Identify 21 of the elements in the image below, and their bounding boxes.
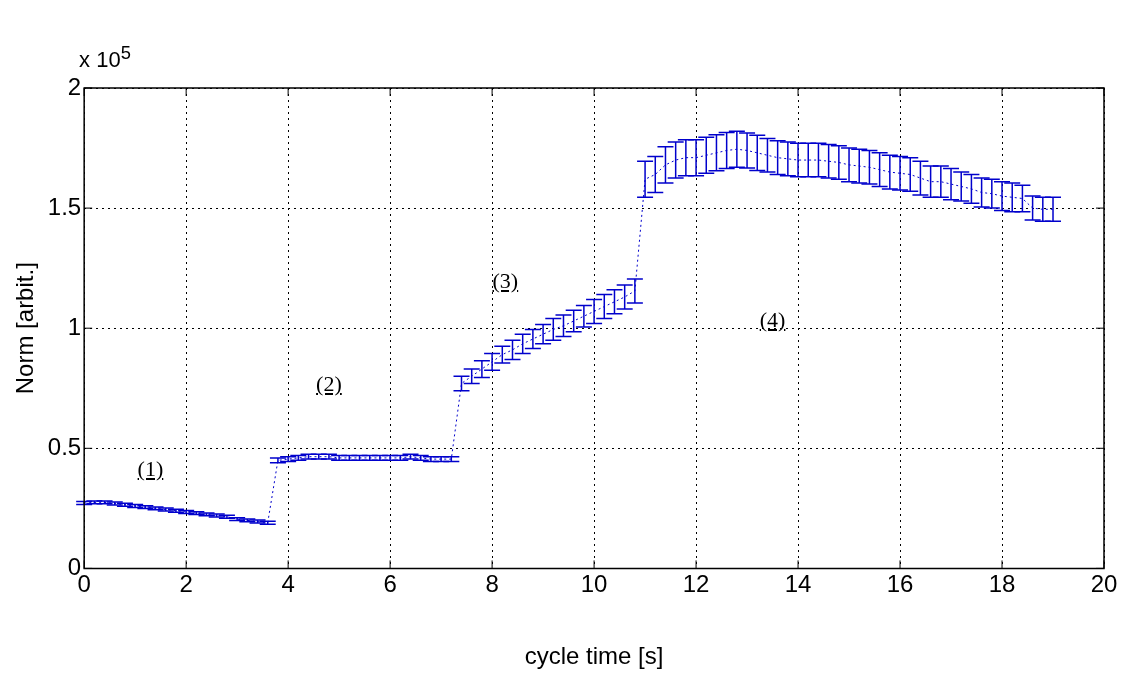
x-tick-label: 20 — [1090, 570, 1118, 598]
annotation: (1) — [137, 455, 164, 482]
x-tick-label: 10 — [580, 570, 608, 598]
y-tick-label: 0.5 — [47, 432, 82, 460]
annotation: (2) — [316, 371, 342, 398]
y-tick-label: 1.5 — [47, 192, 82, 220]
text: x 10$^{5}$ — [79, 40, 131, 74]
annotation: (3) — [492, 268, 519, 295]
x-tick-label: 18 — [988, 570, 1016, 598]
x-tick-label: 2 — [179, 570, 193, 598]
x-tick-label: 14 — [784, 570, 812, 598]
y-tick-label: 2 — [67, 72, 82, 100]
x-tick-label: 16 — [886, 570, 914, 598]
annotation: (4) — [759, 306, 786, 333]
x-tick-label: 6 — [383, 570, 397, 598]
x-axis-title: cycle time [s] — [524, 642, 664, 670]
x-tick-label: 4 — [281, 570, 295, 598]
y-axis-title: Norm [arbit.] — [11, 262, 39, 395]
x-tick-label: 8 — [485, 570, 499, 598]
x-tick-label: 12 — [682, 570, 710, 598]
y-tick-label: 1 — [67, 312, 82, 340]
